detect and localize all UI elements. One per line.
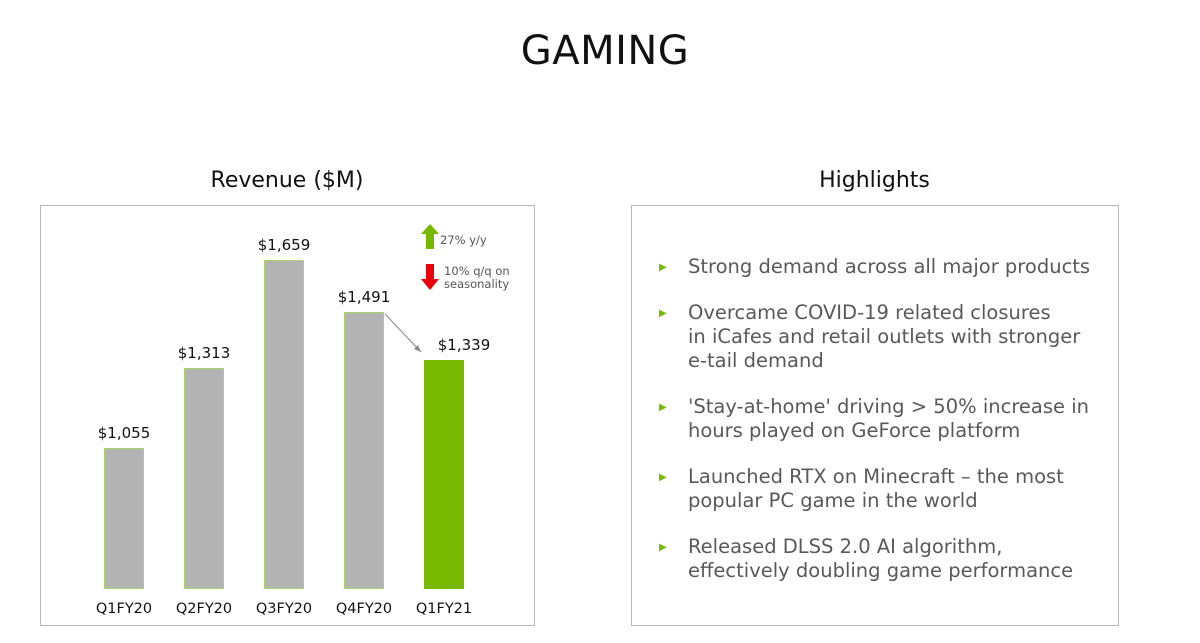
bullet-triangle-icon: ▶ [659,308,667,319]
highlight-item: ▶ Released DLSS 2.0 AI algorithm, effectiv… [655,535,1115,583]
highlight-item: ▶ Strong demand across all major products [655,255,1115,279]
x-axis-label: Q1FY20 [95,601,153,617]
highlights-list: ▶ Strong demand across all major products… [655,255,1115,605]
highlights-frame [631,205,1119,626]
bullet-triangle-icon: ▶ [659,472,667,483]
highlight-text-line: in iCafes and retail outlets with strong… [688,325,1081,348]
highlight-item: ▶ 'Stay-at-home' driving > 50% increase i… [655,395,1115,443]
bar-value-label: $1,659 [257,235,311,254]
highlight-text-line: 'Stay-at-home' driving > 50% increase in [688,395,1089,418]
bar-q3fy20 [264,259,304,589]
bar-q1fy21 [424,359,464,589]
bar-q1fy20 [104,447,144,589]
yoy-annotation: 27% y/y [440,233,487,247]
highlight-text-line: e-tail demand [688,349,824,372]
x-axis-label: Q2FY20 [175,601,233,617]
qoq-annotation-line2: seasonality [444,277,510,291]
red-down-arrow-icon [421,264,439,290]
highlight-text-line: Overcame COVID-19 related closures [688,301,1051,324]
x-axis-label: Q3FY20 [255,601,313,617]
bullet-triangle-icon: ▶ [659,402,667,413]
revenue-chart-title: Revenue ($M) [210,168,364,193]
page-title: GAMING [520,28,690,74]
highlight-item: ▶ Launched RTX on Minecraft – the most pop… [655,465,1115,513]
qoq-annotation: 10% q/q on seasonality [444,265,510,291]
bar-value-label: $1,055 [97,423,151,442]
bar-value-label: $1,339 [437,335,491,354]
bullet-triangle-icon: ▶ [659,262,667,273]
bar-q4fy20 [344,312,384,589]
highlight-text-line: hours played on GeForce platform [688,419,1021,442]
green-up-arrow-icon [421,224,439,249]
highlight-text-line: Strong demand across all major products [688,255,1091,278]
highlight-text-line: effectively doubling game performance [688,559,1074,582]
bar-q2fy20 [184,367,224,589]
qoq-annotation-line1: 10% q/q on [444,264,510,278]
highlight-text-line: Released DLSS 2.0 AI algorithm, [688,535,1003,558]
x-axis-label: Q4FY20 [335,601,393,617]
bar-value-label: $1,313 [177,343,231,362]
x-axis-label: Q1FY21 [415,601,473,617]
bar-value-label: $1,491 [337,288,391,307]
highlight-text-line: popular PC game in the world [688,489,978,512]
highlights-title: Highlights [819,168,930,193]
highlight-item: ▶ Overcame COVID-19 related closures in iC… [655,301,1115,373]
bullet-triangle-icon: ▶ [659,542,667,553]
highlight-text-line: Launched RTX on Minecraft – the most [688,465,1064,488]
